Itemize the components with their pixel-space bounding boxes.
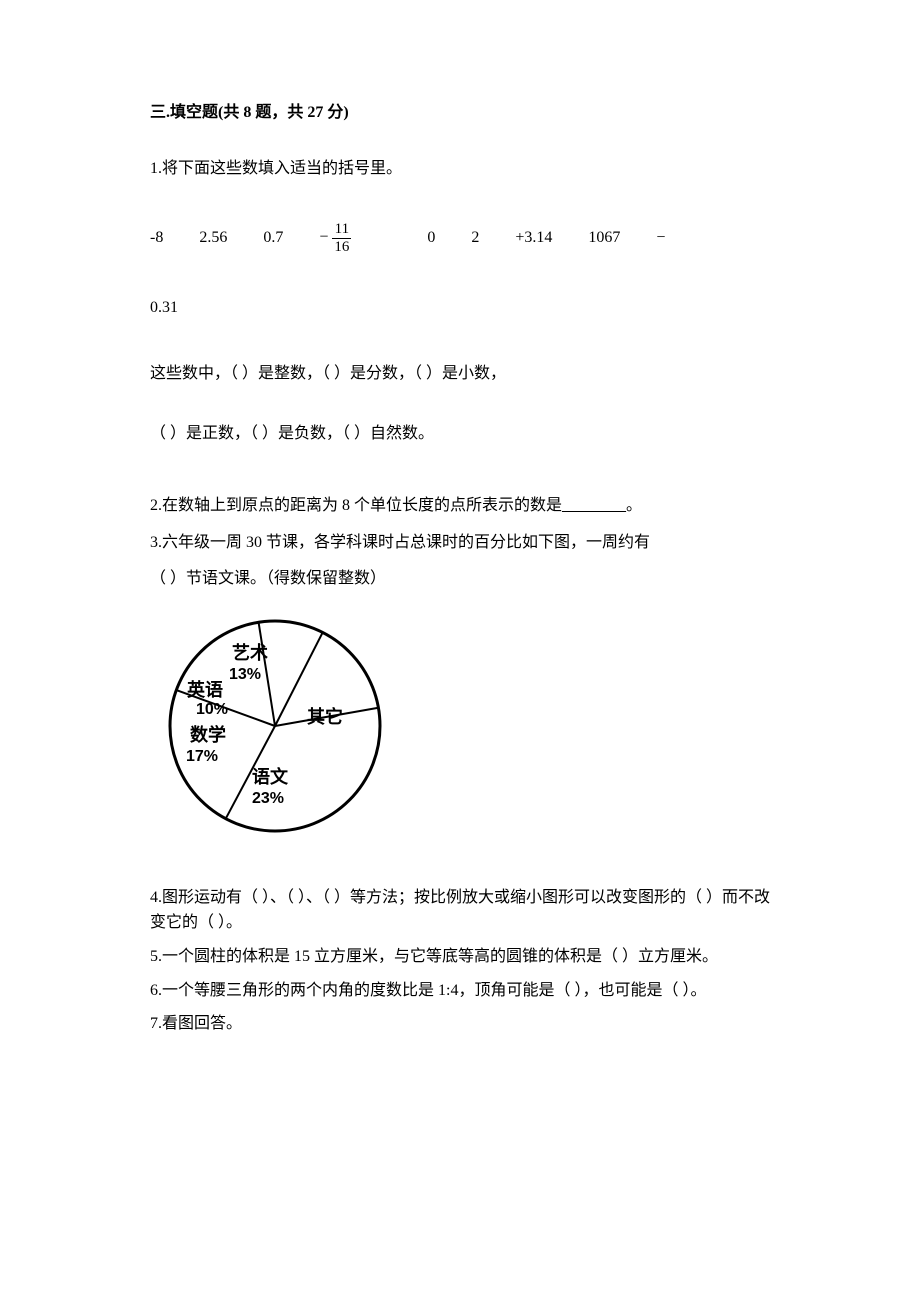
pie-chart: 其它语文 23% 数学 17% 英语10% 艺术 13% <box>150 611 770 855</box>
q5: 5.一个圆柱的体积是 15 立方厘米，与它等底等高的圆锥的体积是（ ）立方厘米。 <box>150 944 770 970</box>
q1-n4-prefix: − <box>319 229 328 246</box>
svg-text:英语: 英语 <box>186 679 223 700</box>
q3-line1: 3.六年级一周 30 节课，各学科课时占总课时的百分比如下图，一周约有 <box>150 529 770 558</box>
q2-text-b: 。 <box>626 497 642 514</box>
q1-intro: 1.将下面这些数填入适当的括号里。 <box>150 156 770 182</box>
q1-n1: -8 <box>150 225 163 251</box>
q1-n6: 2 <box>471 225 479 251</box>
fraction: 11 16 <box>332 221 351 255</box>
q1-n5: 0 <box>427 225 435 251</box>
svg-text:13%: 13% <box>229 666 261 683</box>
q2-text-a: 2.在数轴上到原点的距离为 8 个单位长度的点所表示的数是 <box>150 497 562 514</box>
q1-number-list: -8 2.56 0.7 − 11 16 0 2 +3.14 1067 − <box>150 221 770 255</box>
svg-text:23%: 23% <box>252 790 284 807</box>
svg-text:10%: 10% <box>196 701 228 718</box>
section-title: 三.填空题(共 8 题，共 27 分) <box>150 100 770 126</box>
q1-n10: 0.31 <box>150 295 770 321</box>
svg-text:数学: 数学 <box>190 724 226 745</box>
q3-line2: （ ）节语文课。（得数保留整数） <box>150 566 770 592</box>
q2-blank: ________ <box>562 497 626 514</box>
pie-chart-svg: 其它语文 23% 数学 17% 英语10% 艺术 13% <box>150 611 400 846</box>
q1-n4: − 11 16 <box>319 221 351 255</box>
q7: 7.看图回答。 <box>150 1011 770 1037</box>
q1-n2: 2.56 <box>199 225 227 251</box>
q1-n3: 0.7 <box>263 225 283 251</box>
svg-text:艺术: 艺术 <box>232 642 268 663</box>
svg-text:语文: 语文 <box>252 766 289 787</box>
q1-n7: +3.14 <box>515 225 552 251</box>
svg-text:其它: 其它 <box>307 706 343 727</box>
fraction-denominator: 16 <box>332 239 351 256</box>
q1-line1: 这些数中，（ ）是整数，（ ）是分数，（ ）是小数， <box>150 361 770 387</box>
q2: 2.在数轴上到原点的距离为 8 个单位长度的点所表示的数是________。 <box>150 492 770 521</box>
q6: 6.一个等腰三角形的两个内角的度数比是 1:4，顶角可能是（ ），也可能是（ ）… <box>150 978 770 1004</box>
q1-n9-prefix: − <box>656 225 665 251</box>
q4: 4.图形运动有（ ）、（ ）、（ ）等方法；按比例放大或缩小图形可以改变图形的（… <box>150 885 770 936</box>
svg-text:17%: 17% <box>186 748 218 765</box>
fraction-numerator: 11 <box>332 221 351 239</box>
q1-line2: （ ）是正数，（ ）是负数，（ ）自然数。 <box>150 421 770 447</box>
q1-n8: 1067 <box>588 225 620 251</box>
